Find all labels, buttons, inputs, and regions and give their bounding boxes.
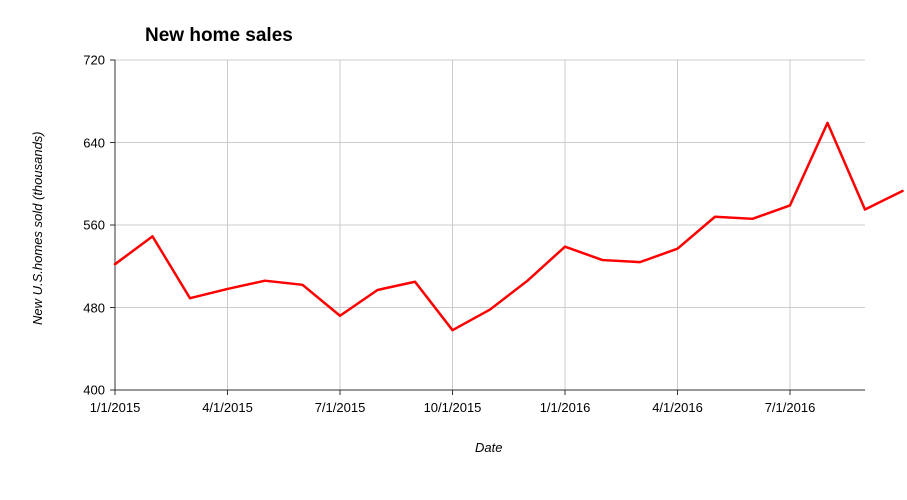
y-tick-label: 560 xyxy=(83,218,105,233)
x-tick-label: 4/1/2016 xyxy=(652,400,703,415)
chart-svg xyxy=(115,60,865,390)
y-axis-label: New U.S.homes sold (thousands) xyxy=(30,131,45,325)
y-tick-label: 480 xyxy=(83,300,105,315)
x-tick-label: 4/1/2015 xyxy=(202,400,253,415)
x-axis-label: Date xyxy=(475,440,502,455)
y-tick-label: 640 xyxy=(83,135,105,150)
x-tick-label: 10/1/2015 xyxy=(424,400,482,415)
x-tick-label: 1/1/2015 xyxy=(90,400,141,415)
y-tick-label: 400 xyxy=(83,383,105,398)
y-tick-label: 720 xyxy=(83,53,105,68)
x-tick-label: 7/1/2016 xyxy=(765,400,816,415)
chart-container: New home sales New U.S.homes sold (thous… xyxy=(0,0,907,500)
x-tick-label: 1/1/2016 xyxy=(540,400,591,415)
x-tick-label: 7/1/2015 xyxy=(315,400,366,415)
plot-area xyxy=(115,60,865,390)
chart-title: New home sales xyxy=(145,25,293,47)
